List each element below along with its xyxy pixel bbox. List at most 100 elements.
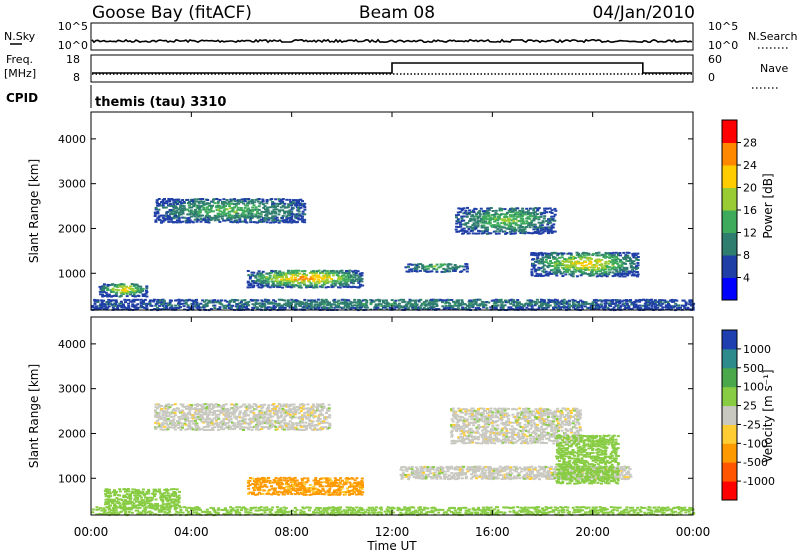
velocity-cell (238, 414, 241, 416)
power-cell (165, 202, 168, 204)
power-cell (346, 278, 349, 280)
power-cell (162, 305, 165, 307)
power-cell (236, 299, 239, 301)
velocity-cell (280, 414, 283, 416)
power-cell (102, 289, 105, 291)
power-cell (543, 218, 546, 220)
power-cell (425, 300, 428, 302)
nsky-tick-top: 10^5 (58, 20, 88, 33)
velocity-cell (359, 490, 362, 492)
velocity-cell (166, 424, 169, 426)
power-cell (462, 220, 465, 222)
power-cell (568, 300, 571, 302)
cpid-value: themis (tau) 3310 (95, 95, 226, 110)
velocity-cell (239, 410, 242, 412)
power-cell (197, 198, 200, 200)
nave-tick-bottom: 0 (708, 71, 715, 84)
power-cell (449, 264, 452, 266)
power-cell (337, 300, 340, 302)
velocity-cell (167, 412, 170, 414)
velocity-cell (294, 417, 297, 419)
power-cell (489, 232, 492, 234)
velocity-cell (176, 488, 179, 490)
velocity-cell (163, 410, 166, 412)
power-cell (489, 222, 492, 224)
power-cell (233, 198, 236, 200)
power-cell (515, 222, 518, 224)
power-cell (466, 222, 469, 224)
velocity-cell (269, 480, 272, 482)
power-cell (584, 261, 587, 263)
velocity-cell (405, 476, 408, 478)
power-cell (459, 211, 462, 213)
power-cell (328, 302, 331, 304)
power-cell (566, 271, 569, 273)
power-cell (278, 220, 281, 222)
velocity-cell (361, 484, 364, 486)
velocity-cell (294, 413, 297, 415)
power-cell (289, 199, 292, 201)
power-cell (510, 226, 513, 228)
power-cell (477, 222, 480, 224)
velocity-cell (109, 492, 112, 494)
velocity-cell (154, 409, 157, 411)
velocity-cell (348, 482, 351, 484)
power-cell (247, 207, 250, 209)
power-cell (201, 215, 204, 217)
power-cell (281, 307, 284, 309)
velocity-cell (281, 426, 284, 428)
velocity-cell (308, 419, 311, 421)
power-cell (549, 305, 552, 307)
power-cell (163, 198, 166, 200)
velocity-cell (287, 423, 290, 425)
power-cell (339, 281, 342, 283)
power-cell (447, 266, 450, 268)
power-cell (219, 213, 222, 215)
velocity-cell (294, 481, 297, 483)
power-cell (170, 211, 173, 213)
velocity-cell (243, 404, 246, 406)
power-cell (350, 274, 353, 276)
power-cell (248, 202, 251, 204)
power-cell (221, 218, 224, 220)
power-cell (498, 233, 501, 235)
power-cell (365, 304, 368, 306)
power-cell (574, 257, 577, 259)
power-cell (623, 303, 626, 305)
power-cell (506, 212, 509, 214)
velocity-cell (186, 416, 189, 418)
power-cell (544, 227, 547, 229)
velocity-cell (422, 470, 425, 472)
power-cell (493, 216, 496, 218)
power-cell (200, 221, 203, 223)
power-cell (273, 203, 276, 205)
velocity-cell (143, 505, 146, 507)
power-cell (352, 282, 355, 284)
power-cell (466, 271, 469, 273)
velocity-cell (254, 404, 257, 406)
power-cell (592, 273, 595, 275)
power-cell (582, 252, 585, 254)
power-cell (169, 302, 172, 304)
power-cell (174, 305, 177, 307)
power-cell (637, 264, 640, 266)
power-cell (518, 216, 521, 218)
velocity-cell (285, 477, 288, 479)
power-cell (661, 306, 664, 308)
power-cell (270, 198, 273, 200)
power-cell (466, 268, 469, 270)
power-cell (543, 264, 546, 266)
velocity-cell (263, 404, 266, 406)
power-cell (548, 257, 551, 259)
power-cell (679, 307, 682, 309)
power-cell (673, 305, 676, 307)
velocity-cell (319, 490, 322, 492)
power-cell (195, 299, 198, 301)
power-cell (552, 223, 555, 225)
velocity-cell (267, 477, 270, 479)
power-cell (219, 199, 222, 201)
power-cell (278, 303, 281, 305)
power-cell (224, 307, 227, 309)
power-cell (604, 303, 607, 305)
